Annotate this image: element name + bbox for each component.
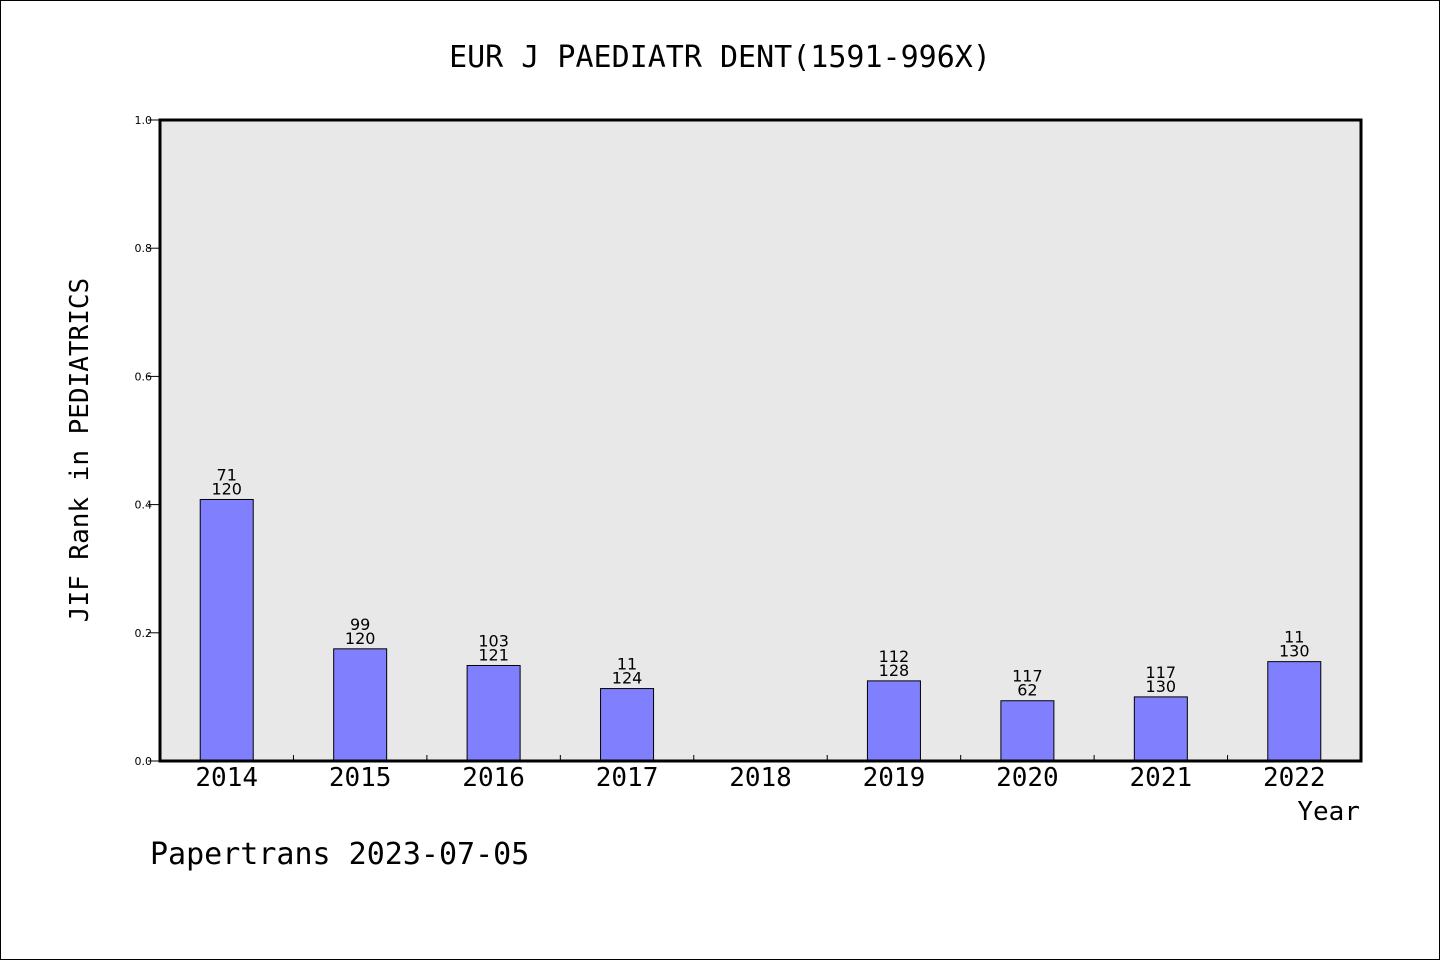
bar-label-top: 117 <box>1012 667 1043 686</box>
bar-label-top: 103 <box>478 631 509 650</box>
x-axis-ticks: 2014 2015 2016 2017 2018 2019 2020 2021 2022 <box>195 755 1326 793</box>
bar-2020 <box>1000 700 1055 762</box>
x-tick-label: 2018 <box>729 763 792 793</box>
bar-label-bottom: 130 <box>1146 677 1177 696</box>
x-tick-label: 2016 <box>462 763 525 793</box>
chart-title: EUR J PAEDIATR DENT(1591-996X) <box>449 40 991 75</box>
bar-label-bottom: 130 <box>1279 642 1310 661</box>
bar-2022 <box>1267 661 1322 762</box>
bar-2019 <box>866 680 921 762</box>
y-tick-label: 0.6 <box>135 370 153 383</box>
bar-label-bottom: 120 <box>211 479 242 498</box>
x-tick-label: 2021 <box>1130 763 1193 793</box>
x-axis-label: Year <box>1297 797 1360 827</box>
y-axis-label: JIF Rank in PEDIATRICS <box>65 278 95 622</box>
bars <box>199 498 1322 762</box>
bar-2015 <box>333 648 388 762</box>
bar-label-top: 71 <box>217 465 237 484</box>
bar-label-top: 117 <box>1146 663 1177 682</box>
y-tick-label: 0.0 <box>135 755 153 768</box>
x-tick-label: 2022 <box>1263 763 1326 793</box>
x-tick-label: 2015 <box>329 763 392 793</box>
footer-text: Papertrans 2023-07-05 <box>150 837 529 872</box>
bar-label-top: 112 <box>879 647 910 666</box>
y-tick-label: 0.4 <box>135 499 153 512</box>
bar-label-top: 11 <box>1284 628 1304 647</box>
x-tick-label: 2017 <box>596 763 659 793</box>
y-tick-label: 0.2 <box>135 627 153 640</box>
y-tick-label: 0.8 <box>135 242 153 255</box>
bar-label-bottom: 124 <box>612 669 643 688</box>
bar-label-bottom: 128 <box>879 661 910 680</box>
x-tick-label: 2020 <box>996 763 1059 793</box>
bar-label-bottom: 120 <box>345 629 376 648</box>
plot-border <box>158 118 1363 763</box>
bar-2014 <box>199 498 254 762</box>
x-tick-label: 2019 <box>863 763 926 793</box>
bar-2021 <box>1133 696 1188 762</box>
y-tick-label: 1.0 <box>135 114 153 127</box>
bar-2017 <box>600 688 655 762</box>
bar-label-bottom: 62 <box>1017 681 1037 700</box>
y-axis-ticks: 0.0 0.2 0.4 0.6 0.8 1.0 <box>135 114 160 768</box>
x-tick-label: 2014 <box>195 763 258 793</box>
bar-2016 <box>466 664 521 762</box>
bar-label-bottom: 121 <box>478 645 509 664</box>
bar-label-top: 99 <box>350 615 370 634</box>
bar-label-top: 11 <box>617 655 637 674</box>
